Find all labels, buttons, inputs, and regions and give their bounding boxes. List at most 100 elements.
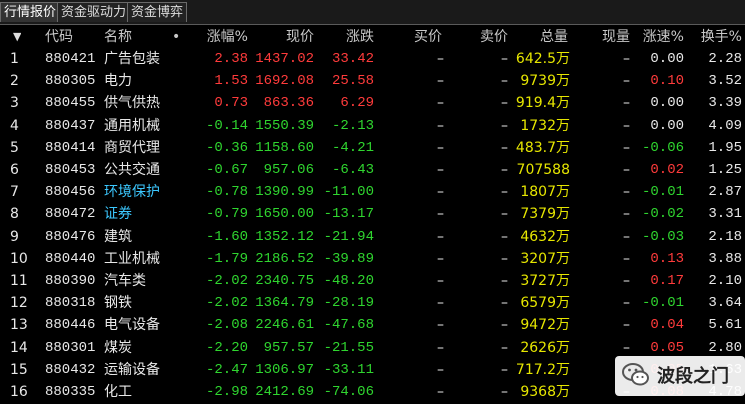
table-row[interactable]: 10 880440 工业机械 -1.79 2186.52 -39.89– –3207万 –0.… bbox=[0, 248, 745, 270]
col-current-vol[interactable]: 现量 bbox=[584, 26, 630, 48]
row-change: -39.89 bbox=[316, 248, 374, 270]
row-change: 6.29 bbox=[316, 92, 374, 114]
table-row[interactable]: 5 880414 商贸代理 -0.36 1158.60 -4.21– –483.7万 – -0.… bbox=[0, 137, 745, 159]
row-code: 880472 bbox=[45, 203, 103, 225]
row-ask: – bbox=[466, 270, 508, 292]
col-bid[interactable]: 买价 bbox=[390, 26, 442, 48]
row-index: 13 bbox=[10, 314, 36, 336]
row-bid: – bbox=[400, 226, 444, 248]
row-index: 16 bbox=[10, 381, 36, 403]
row-bid: – bbox=[400, 270, 444, 292]
col-code[interactable]: 代码 bbox=[45, 26, 73, 48]
col-pct[interactable]: 涨幅% bbox=[186, 26, 248, 48]
row-speed: -0.06 bbox=[628, 137, 684, 159]
col-ask[interactable]: 卖价 bbox=[456, 26, 508, 48]
row-ask: – bbox=[466, 181, 508, 203]
row-turnover: 1.25 bbox=[690, 159, 742, 181]
row-current-vol: – bbox=[590, 48, 630, 70]
row-price: 1650.00 bbox=[250, 203, 314, 225]
row-price: 1692.08 bbox=[250, 70, 314, 92]
row-ask: – bbox=[466, 292, 508, 314]
table-row[interactable]: 12 880318 钢铁 -2.02 1364.79 -28.19– –6579万 – -0.0… bbox=[0, 292, 745, 314]
row-pct: 2.38 bbox=[186, 48, 248, 70]
row-turnover: 3.31 bbox=[690, 203, 742, 225]
table-row[interactable]: 11 880390 汽车类 -2.02 2340.75 -48.20– –3727万 –0.1… bbox=[0, 270, 745, 292]
row-speed: 0.04 bbox=[628, 314, 684, 336]
row-turnover: 3.88 bbox=[690, 248, 742, 270]
row-turnover: 3.39 bbox=[690, 92, 742, 114]
row-code: 880446 bbox=[45, 314, 103, 336]
row-change: 33.42 bbox=[316, 48, 374, 70]
row-volume: 4632万 bbox=[506, 226, 570, 248]
row-change: -74.06 bbox=[316, 381, 374, 403]
row-name: 环境保护 bbox=[104, 181, 184, 203]
row-pct: -2.47 bbox=[186, 359, 248, 381]
tab-bar: 行情报价 资金驱动力 资金博弈 bbox=[0, 0, 745, 25]
row-change: -48.20 bbox=[316, 270, 374, 292]
col-change[interactable]: 涨跌 bbox=[316, 26, 374, 48]
row-turnover: 1.95 bbox=[690, 137, 742, 159]
row-code: 880432 bbox=[45, 359, 103, 381]
row-current-vol: – bbox=[590, 159, 630, 181]
table-row[interactable]: 6 880453 公共交通 -0.67 957.06 -6.43– –707588–0.02… bbox=[0, 159, 745, 181]
row-speed: -0.03 bbox=[628, 226, 684, 248]
row-change: -11.00 bbox=[316, 181, 374, 203]
watermark-text: 波段之门 bbox=[657, 362, 729, 388]
sort-down-icon[interactable]: ▼ bbox=[13, 26, 21, 48]
row-current-vol: – bbox=[590, 203, 630, 225]
col-volume[interactable]: 总量 bbox=[510, 26, 568, 48]
col-turnover[interactable]: 换手% bbox=[690, 26, 742, 48]
row-index: 11 bbox=[10, 270, 36, 292]
row-turnover: 3.64 bbox=[690, 292, 742, 314]
row-name: 广告包装 bbox=[104, 48, 184, 70]
col-price[interactable]: 现价 bbox=[250, 26, 314, 48]
row-turnover: 5.61 bbox=[690, 314, 742, 336]
tab-fund-game[interactable]: 资金博弈 bbox=[127, 2, 187, 22]
row-bid: – bbox=[400, 137, 444, 159]
row-index: 5 bbox=[10, 137, 36, 159]
row-speed: 0.13 bbox=[628, 248, 684, 270]
table-row[interactable]: 3 880455 供气供热 0.73 863.36 6.29– –919.4万 –0.00 3.… bbox=[0, 92, 745, 114]
row-bid: – bbox=[400, 359, 444, 381]
row-speed: 0.00 bbox=[628, 115, 684, 137]
table-row[interactable]: 4 880437 通用机械 -0.14 1550.39 -2.13– –1732万 –0.00… bbox=[0, 115, 745, 137]
table-row[interactable]: 9 880476 建筑 -1.60 1352.12 -21.94– –4632万 – -0.03… bbox=[0, 226, 745, 248]
row-ask: – bbox=[466, 226, 508, 248]
row-pct: 0.73 bbox=[186, 92, 248, 114]
col-name[interactable]: 名称 bbox=[104, 26, 132, 48]
row-name: 供气供热 bbox=[104, 92, 184, 114]
row-volume: 6579万 bbox=[506, 292, 570, 314]
row-speed: 0.00 bbox=[628, 48, 684, 70]
row-bid: – bbox=[400, 70, 444, 92]
row-name: 煤炭 bbox=[104, 337, 184, 359]
row-change: 25.58 bbox=[316, 70, 374, 92]
row-pct: -0.14 bbox=[186, 115, 248, 137]
table-row[interactable]: 1 880421 广告包装 2.38 1437.02 33.42– –642.5万 –0.00… bbox=[0, 48, 745, 70]
table-row[interactable]: 7 880456 环境保护 -0.78 1390.99 -11.00– –1807万 – -0.… bbox=[0, 181, 745, 203]
row-name: 化工 bbox=[104, 381, 184, 403]
row-bid: – bbox=[400, 115, 444, 137]
row-ask: – bbox=[466, 359, 508, 381]
row-ask: – bbox=[466, 137, 508, 159]
row-volume: 483.7万 bbox=[506, 137, 570, 159]
row-current-vol: – bbox=[590, 248, 630, 270]
row-code: 880390 bbox=[45, 270, 103, 292]
row-bid: – bbox=[400, 159, 444, 181]
tab-quotes[interactable]: 行情报价 bbox=[0, 2, 60, 22]
row-index: 7 bbox=[10, 181, 36, 203]
row-speed: -0.01 bbox=[628, 292, 684, 314]
row-ask: – bbox=[466, 92, 508, 114]
row-name: 钢铁 bbox=[104, 292, 184, 314]
table-row[interactable]: 8 880472 证券 -0.79 1650.00 -13.17– –7379万 – -0.02… bbox=[0, 203, 745, 225]
row-bid: – bbox=[400, 337, 444, 359]
table-row[interactable]: 13 880446 电气设备 -2.08 2246.61 -47.68– –9472万 –0.… bbox=[0, 314, 745, 336]
row-bid: – bbox=[400, 248, 444, 270]
table-row[interactable]: 2 880305 电力 1.53 1692.08 25.58– –9739万 –0.10 3.5… bbox=[0, 70, 745, 92]
row-ask: – bbox=[466, 337, 508, 359]
col-speed[interactable]: 涨速% bbox=[628, 26, 684, 48]
row-name: 工业机械 bbox=[104, 248, 184, 270]
row-price: 1437.02 bbox=[250, 48, 314, 70]
row-volume: 717.2万 bbox=[506, 359, 570, 381]
tab-fund-driver[interactable]: 资金驱动力 bbox=[57, 2, 130, 22]
name-marker-icon: • bbox=[172, 26, 180, 48]
